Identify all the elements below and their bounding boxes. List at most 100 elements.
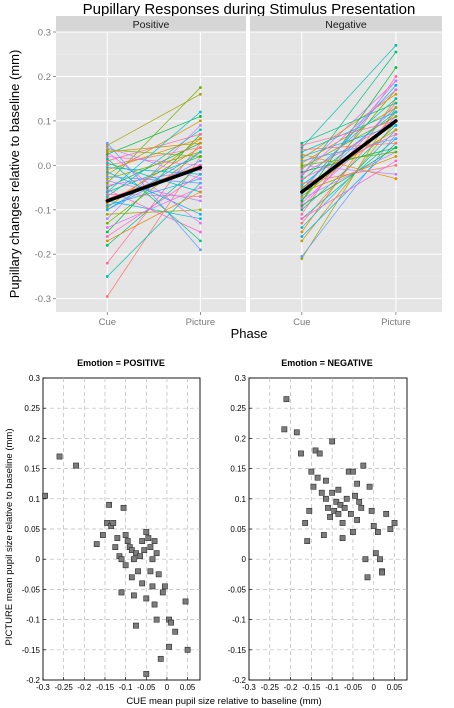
subject-point-cue	[300, 179, 304, 183]
subject-segment	[301, 125, 397, 157]
subject-line	[105, 208, 202, 216]
subject-point-picture	[394, 43, 398, 47]
data-point	[56, 453, 63, 460]
data-point	[306, 507, 313, 514]
subject-point-cue	[300, 163, 304, 167]
strip-positive-bg	[56, 16, 246, 32]
subject-point-cue	[105, 150, 109, 154]
data-point	[100, 532, 106, 538]
subject-segment	[107, 138, 201, 171]
y-tick-label: 0	[36, 555, 41, 564]
subject-point-picture	[199, 230, 202, 234]
x-tick-label: Cue	[293, 317, 310, 328]
subject-point-cue	[105, 172, 109, 176]
subject-point-picture	[199, 186, 202, 189]
data-point	[168, 619, 174, 626]
subject-point-cue	[105, 275, 109, 278]
data-point	[166, 643, 172, 650]
subject-point-picture	[394, 128, 398, 132]
data-point	[368, 507, 375, 514]
subject-line	[300, 152, 398, 181]
data-point	[149, 583, 156, 590]
subject-point-cue	[105, 163, 109, 167]
x-tick-label: -0.15	[96, 683, 115, 692]
y-tick-label: 0.3	[29, 374, 41, 383]
subject-line	[105, 110, 202, 194]
subject-line	[300, 137, 398, 163]
data-point	[339, 535, 346, 541]
data-point	[316, 450, 323, 457]
data-point	[354, 517, 361, 523]
subject-segment	[107, 200, 201, 220]
subject-segment	[107, 158, 201, 242]
subject-point-picture	[394, 150, 398, 154]
subject-point-cue	[300, 166, 304, 169]
subject-point-cue	[105, 212, 109, 216]
data-point	[335, 510, 342, 517]
scatter-positive-title: Emotion = POSITIVE	[77, 358, 165, 368]
data-point	[339, 520, 346, 526]
data-point	[130, 592, 137, 599]
subject-point-cue	[300, 199, 304, 203]
subject-segment	[301, 98, 397, 182]
subject-point-picture	[199, 195, 202, 198]
y-axis-title: Pupillary changes relative to baseline (…	[7, 50, 22, 299]
subject-point-picture	[199, 86, 202, 89]
mean-line	[105, 165, 203, 203]
subject-point-picture	[394, 177, 398, 181]
subject-point-cue	[105, 183, 109, 187]
subject-segment	[107, 151, 201, 224]
subject-segment	[301, 138, 397, 162]
subject-segment	[107, 149, 201, 157]
top-chart: Pupillary Responses during Stimulus Pres…	[7, 1, 442, 341]
subject-point-cue	[300, 201, 304, 205]
subject-point-cue	[105, 195, 109, 198]
panel-positive	[56, 31, 246, 312]
data-point	[128, 574, 135, 581]
x-tick-label: -0.05	[344, 683, 363, 692]
subject-point-cue	[300, 206, 304, 209]
subject-line	[300, 50, 398, 178]
subject-segment	[301, 107, 397, 164]
chart-title: Pupillary Responses during Stimulus Pres…	[83, 1, 416, 18]
y-tick-label: -0.2	[35, 250, 51, 261]
subject-point-picture	[394, 97, 398, 101]
subject-point-cue	[300, 235, 304, 238]
subject-line	[300, 123, 398, 158]
panel-background	[56, 32, 246, 312]
scatter-positive: -0.3 -0.25 -0.2 -0.15 -0.1 -0.05 0 0.05-0.2-0.1…	[22, 374, 201, 692]
y-tick-label: 0.2	[235, 434, 247, 443]
x-tick-label: -0.25	[55, 683, 74, 692]
subject-point-cue	[300, 257, 304, 261]
data-point	[362, 556, 369, 563]
subject-point-picture	[394, 88, 398, 92]
subject-segment	[301, 89, 397, 202]
scatter-y-axis-title: PICTURE mean pupil size relative to base…	[4, 429, 15, 646]
subject-point-picture	[199, 239, 202, 243]
subject-segment	[107, 165, 201, 199]
strip-label-negative: Negative	[325, 19, 367, 31]
subject-point-picture	[394, 123, 398, 127]
subject-line	[105, 148, 202, 158]
x-tick-label: -0.2	[77, 683, 91, 692]
subject-segment	[301, 151, 396, 166]
subject-segment	[107, 173, 201, 237]
subject-point-cue	[105, 190, 109, 194]
subject-point-picture	[394, 79, 398, 83]
subject-segment	[301, 164, 396, 175]
x-tick-label: 0.05	[180, 683, 196, 692]
subject-line	[105, 141, 202, 154]
data-point	[104, 520, 110, 526]
x-tick-label: 0	[372, 683, 377, 692]
y-tick-label: -0.15	[228, 646, 247, 655]
data-point	[387, 526, 394, 532]
data-point	[133, 622, 139, 629]
subject-segment	[301, 80, 397, 193]
data-point	[312, 447, 319, 454]
subject-point-cue	[105, 186, 109, 189]
data-point	[93, 541, 100, 547]
panel-negative	[250, 31, 442, 312]
subject-point-cue	[105, 230, 109, 234]
subject-point-cue	[300, 155, 304, 158]
subject-line	[105, 146, 202, 167]
